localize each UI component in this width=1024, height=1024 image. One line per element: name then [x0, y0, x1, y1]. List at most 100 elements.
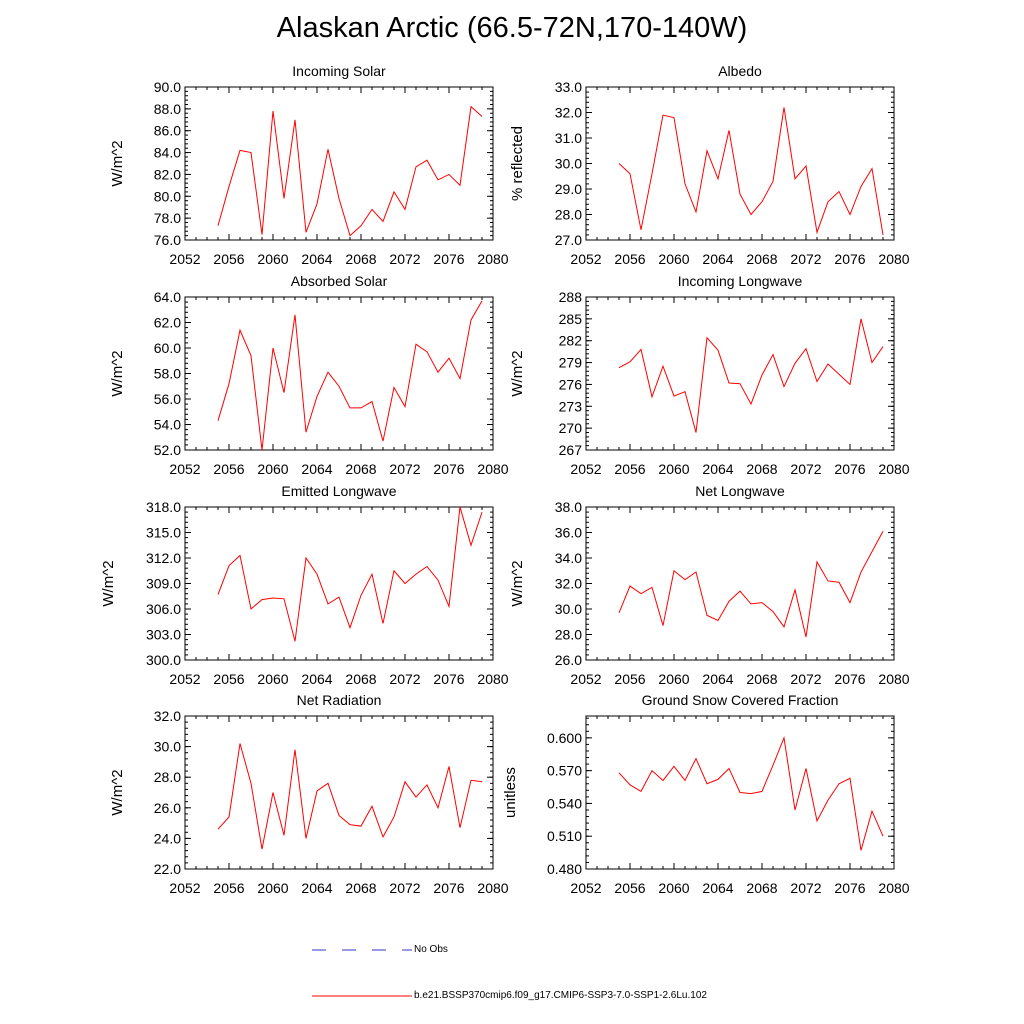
y-axis-label: W/m^2 — [509, 560, 526, 606]
x-tick-label: 2072 — [389, 671, 420, 687]
y-tick-label: 315.0 — [146, 525, 181, 541]
x-tick-label: 2076 — [834, 880, 865, 896]
x-tick-label: 2056 — [213, 461, 244, 477]
x-tick-label: 2072 — [790, 461, 821, 477]
x-tick-label: 2056 — [213, 671, 244, 687]
x-tick-label: 2052 — [169, 251, 200, 267]
y-tick-label: 279 — [559, 355, 583, 371]
panel-net-radiation: Net Radiation W/m^2 2052 2056 2060 2064 2068 20… — [109, 692, 509, 896]
y-tick-label: 54.0 — [154, 417, 181, 433]
y-tick-label: 60.0 — [154, 340, 181, 356]
y-tick-label: 267 — [559, 442, 583, 458]
y-tick-label: 26.0 — [154, 800, 181, 816]
x-tick-label: 2052 — [570, 251, 601, 267]
y-tick-label: 22.0 — [154, 861, 181, 877]
y-tick-label: 62.0 — [154, 315, 181, 331]
x-tick-label: 2056 — [213, 880, 244, 896]
x-tick-label: 2068 — [345, 880, 376, 896]
x-tick-label: 2060 — [257, 461, 288, 477]
x-tick-label: 2064 — [702, 880, 733, 896]
x-tick-label: 2064 — [301, 461, 332, 477]
y-tick-label: 300.0 — [146, 652, 181, 668]
y-tick-label: 30.0 — [154, 739, 181, 755]
x-tick-label: 2080 — [878, 671, 909, 687]
series-line — [618, 318, 884, 433]
x-tick-label: 2080 — [477, 671, 508, 687]
y-tick-label: 318.0 — [146, 499, 181, 515]
y-axis-label: W/m^2 — [100, 560, 117, 606]
series-line — [217, 300, 483, 451]
y-tick-label: 52.0 — [154, 442, 181, 458]
panel-title: Albedo — [718, 63, 762, 79]
y-tick-label: 27.0 — [555, 232, 582, 248]
x-tick-label: 2076 — [433, 461, 464, 477]
y-tick-label: 24.0 — [154, 830, 181, 846]
panel-title: Incoming Longwave — [678, 273, 803, 289]
x-tick-label: 2072 — [790, 251, 821, 267]
y-tick-label: 0.510 — [547, 828, 582, 844]
y-tick-label: 282 — [559, 333, 583, 349]
panel-emitted-longwave: Emitted Longwave W/m^2 2052 2056 2060 2064 206… — [100, 483, 509, 687]
series-line — [217, 743, 483, 850]
panel-title: Ground Snow Covered Fraction — [642, 692, 839, 708]
x-tick-label: 2056 — [614, 251, 645, 267]
panel-title: Absorbed Solar — [291, 273, 388, 289]
x-tick-label: 2052 — [570, 880, 601, 896]
plot-frame — [184, 715, 494, 870]
plot-frame — [585, 86, 895, 241]
y-tick-label: 26.0 — [555, 652, 582, 668]
y-axis-label: W/m^2 — [109, 350, 126, 396]
y-axis-label: W/m^2 — [109, 140, 126, 186]
y-tick-label: 64.0 — [154, 289, 181, 305]
y-tick-label: 32.0 — [555, 576, 582, 592]
series-line — [618, 735, 884, 851]
y-tick-label: 82.0 — [154, 166, 181, 182]
x-tick-label: 2052 — [570, 671, 601, 687]
y-tick-label: 270 — [559, 420, 583, 436]
y-tick-label: 31.0 — [555, 130, 582, 146]
panel-incoming-longwave: Incoming Longwave W/m^2 2052 2056 2060 2064 20… — [509, 273, 910, 477]
x-tick-label: 2056 — [614, 461, 645, 477]
y-tick-label: 28.0 — [154, 769, 181, 785]
y-tick-label: 38.0 — [555, 499, 582, 515]
y-tick-label: 58.0 — [154, 366, 181, 382]
y-tick-label: 80.0 — [154, 188, 181, 204]
y-tick-label: 90.0 — [154, 79, 181, 95]
y-tick-label: 0.600 — [547, 730, 582, 746]
y-tick-label: 28.0 — [555, 207, 582, 223]
x-tick-label: 2076 — [433, 251, 464, 267]
legend-obs-line — [312, 949, 412, 951]
x-tick-label: 2064 — [702, 251, 733, 267]
y-tick-label: 306.0 — [146, 601, 181, 617]
x-tick-label: 2068 — [746, 251, 777, 267]
x-tick-label: 2052 — [169, 461, 200, 477]
x-tick-label: 2080 — [878, 880, 909, 896]
x-tick-label: 2068 — [746, 880, 777, 896]
x-tick-label: 2072 — [389, 251, 420, 267]
series-line — [618, 530, 884, 638]
y-tick-label: 312.0 — [146, 550, 181, 566]
x-tick-label: 2076 — [433, 880, 464, 896]
y-tick-label: 32.0 — [154, 708, 181, 724]
series-line — [618, 107, 884, 235]
panel-ground-snow-covered-fraction: Ground Snow Covered Fraction unitless 2052… — [502, 692, 910, 896]
figure-title: Alaskan Arctic (66.5-72N,170-140W) — [276, 12, 748, 44]
y-tick-label: 34.0 — [555, 550, 582, 566]
y-axis-label: unitless — [502, 767, 519, 818]
x-tick-label: 2080 — [477, 880, 508, 896]
x-tick-label: 2080 — [477, 251, 508, 267]
x-tick-label: 2056 — [614, 880, 645, 896]
x-tick-label: 2076 — [834, 461, 865, 477]
x-tick-label: 2072 — [790, 880, 821, 896]
x-tick-label: 2076 — [834, 671, 865, 687]
y-tick-label: 28.0 — [555, 627, 582, 643]
panel-albedo: Albedo % reflected 2052 2056 2060 2064 2068 207… — [509, 63, 910, 267]
x-tick-label: 2076 — [834, 251, 865, 267]
y-tick-label: 76.0 — [154, 232, 181, 248]
legend-obs-label: No Obs — [414, 944, 448, 955]
y-tick-label: 285 — [559, 311, 583, 327]
y-tick-label: 288 — [559, 289, 583, 305]
legend-model-label: b.e21.BSSP370cmip6.f09_g17.CMIP6-SSP3-7.… — [414, 990, 707, 1001]
x-tick-label: 2068 — [746, 671, 777, 687]
